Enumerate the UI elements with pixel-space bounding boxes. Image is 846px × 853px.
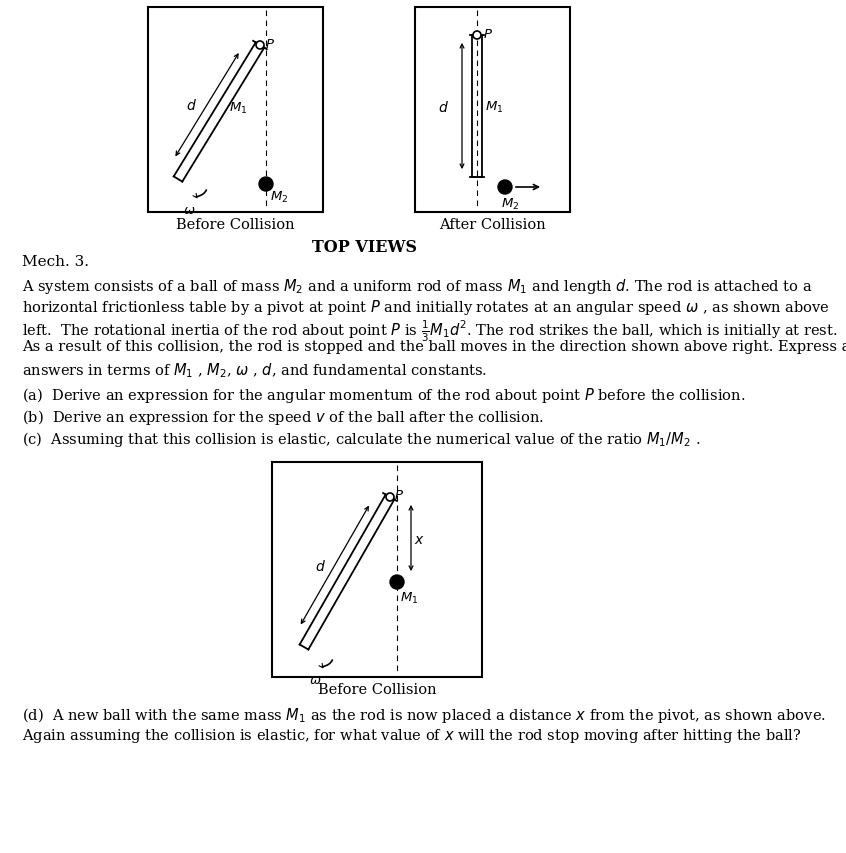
Text: As a result of this collision, the rod is stopped and the ball moves in the dire: As a result of this collision, the rod i…: [22, 339, 846, 354]
Circle shape: [390, 575, 404, 589]
Text: $\omega$: $\omega$: [309, 673, 321, 686]
Text: answers in terms of $M_1$ , $M_2$, $\omega$ , $d$, and fundamental constants.: answers in terms of $M_1$ , $M_2$, $\ome…: [22, 361, 487, 380]
Text: $d$: $d$: [185, 98, 196, 113]
Text: (b)  Derive an expression for the speed $v$ of the ball after the collision.: (b) Derive an expression for the speed $…: [22, 408, 544, 426]
Circle shape: [259, 177, 273, 192]
Bar: [148, 8, 323, 212]
Text: Before Collision: Before Collision: [318, 682, 437, 696]
Text: $P$: $P$: [394, 489, 404, 502]
Circle shape: [256, 42, 264, 50]
Text: $x$: $x$: [414, 533, 425, 547]
Text: $M_1$: $M_1$: [229, 101, 247, 115]
Text: $M_1$: $M_1$: [485, 99, 503, 114]
Text: horizontal frictionless table by a pivot at point $P$ and initially rotates at a: horizontal frictionless table by a pivot…: [22, 298, 830, 316]
Text: $M_1$: $M_1$: [400, 590, 419, 606]
Text: $P$: $P$: [265, 38, 275, 50]
Text: After Collision: After Collision: [439, 218, 546, 232]
Text: (c)  Assuming that this collision is elastic, calculate the numerical value of t: (c) Assuming that this collision is elas…: [22, 430, 700, 449]
Text: $P$: $P$: [483, 27, 493, 40]
Bar: [272, 462, 482, 677]
Text: Again assuming the collision is elastic, for what value of $x$ will the rod stop: Again assuming the collision is elastic,…: [22, 726, 801, 744]
Text: $M_2$: $M_2$: [270, 189, 288, 205]
Text: A system consists of a ball of mass $M_2$ and a uniform rod of mass $M_1$ and le: A system consists of a ball of mass $M_2…: [22, 276, 812, 296]
Text: Mech. 3.: Mech. 3.: [22, 255, 89, 269]
Text: Before Collision: Before Collision: [176, 218, 294, 232]
Text: $d$: $d$: [438, 100, 449, 114]
Circle shape: [386, 493, 394, 502]
Text: $\omega$: $\omega$: [183, 204, 195, 217]
Text: (a)  Derive an expression for the angular momentum of the rod about point $P$ be: (a) Derive an expression for the angular…: [22, 386, 745, 404]
Circle shape: [498, 181, 512, 194]
Text: $d$: $d$: [316, 558, 327, 573]
Text: TOP VIEWS: TOP VIEWS: [311, 239, 416, 256]
Text: left.  The rotational inertia of the rod about point $P$ is $\frac{1}{3}M_1d^2$.: left. The rotational inertia of the rod …: [22, 319, 838, 344]
Bar: [415, 8, 570, 212]
Text: $M_2$: $M_2$: [501, 197, 519, 212]
Text: (d)  A new ball with the same mass $M_1$ as the rod is now placed a distance $x$: (d) A new ball with the same mass $M_1$ …: [22, 705, 826, 724]
Circle shape: [473, 32, 481, 40]
